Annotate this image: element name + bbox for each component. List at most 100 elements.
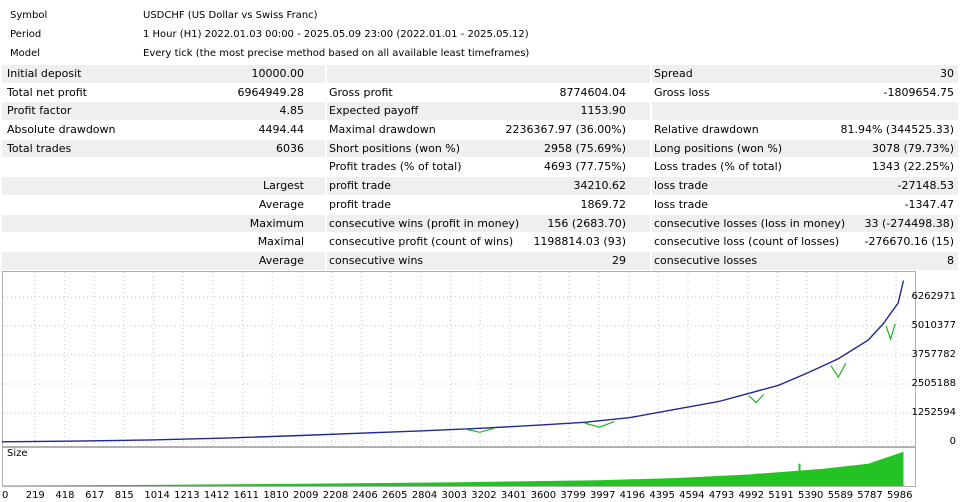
column-divider bbox=[325, 214, 327, 233]
x-tick-label: 5986 bbox=[886, 490, 913, 501]
stats-cell-c3: Gross profit bbox=[329, 85, 393, 99]
stats-cell-c3: Expected payoff bbox=[329, 104, 419, 118]
column-divider bbox=[650, 251, 652, 270]
equity-dip bbox=[748, 394, 765, 404]
stats-cell-c6: -1809654.75 bbox=[883, 85, 954, 99]
y-tick-label: 0 bbox=[949, 436, 956, 447]
equity-dip bbox=[584, 421, 615, 428]
x-tick-label: 2009 bbox=[293, 490, 319, 501]
stats-cell-c5: Long positions (won %) bbox=[654, 141, 783, 155]
column-divider bbox=[325, 177, 327, 195]
x-tick-label: 4196 bbox=[619, 490, 646, 501]
stats-row: Average consecutive wins 29 consecutive los… bbox=[0, 251, 960, 271]
size-spike bbox=[756, 473, 759, 486]
stats-cell-c6: -27148.53 bbox=[897, 179, 954, 193]
model-value: Every tick (the most precise method base… bbox=[143, 48, 530, 59]
stats-cell-c5: consecutive losses bbox=[654, 253, 758, 267]
report-header: Symbol USDCHF (US Dollar vs Swiss Franc)… bbox=[0, 0, 960, 64]
x-tick-label: 815 bbox=[114, 490, 134, 501]
stats-cell-c3: profit trade bbox=[329, 179, 392, 193]
x-tick-label: 2605 bbox=[382, 490, 408, 501]
x-tick-label: 0 bbox=[2, 490, 9, 501]
stats-cell-c6: 1343 (22.25%) bbox=[871, 160, 954, 174]
y-tick-label: 3757782 bbox=[911, 349, 956, 360]
period-value: 1 Hour (H1) 2022.01.03 00:00 - 2025.05.0… bbox=[143, 29, 529, 40]
size-chart-svg bbox=[2, 447, 916, 487]
x-tick-label: 3997 bbox=[589, 490, 616, 501]
balance-chart bbox=[2, 271, 916, 447]
y-axis: 6262971 5010377 3757782 2505188 1252594 0 bbox=[911, 271, 960, 447]
stats-cell-c5: consecutive losses (loss in money) bbox=[654, 216, 846, 230]
x-tick-label: 1412 bbox=[203, 490, 230, 501]
x-tick-label: 3600 bbox=[530, 490, 557, 501]
stats-row: Initial deposit 10000.00 Spread 30 bbox=[0, 65, 960, 84]
x-tick-label: 219 bbox=[25, 490, 45, 501]
stats-cell-c4: 4693 (77.75%) bbox=[543, 160, 626, 174]
x-tick-label: 5589 bbox=[827, 490, 854, 501]
stats-row: Maximal consecutive profit (count of wins… bbox=[0, 233, 960, 252]
period-label: Period bbox=[10, 29, 42, 40]
stats-cell-c5: loss trade bbox=[654, 197, 709, 211]
stats-cell-c2: Average bbox=[258, 197, 304, 211]
x-tick-label: 2804 bbox=[411, 490, 438, 501]
stats-cell-c2: 6036 bbox=[276, 141, 304, 155]
stats-row: Average profit trade 1869.72 loss trade -134… bbox=[0, 196, 960, 215]
stats-table: Initial deposit 10000.00 Spread 30 Total net… bbox=[0, 65, 960, 271]
size-label: Size bbox=[7, 448, 28, 459]
x-tick-label: 1611 bbox=[233, 490, 260, 501]
column-divider bbox=[325, 139, 327, 158]
x-tick-label: 5191 bbox=[768, 490, 794, 501]
stats-cell-c1: Initial deposit bbox=[7, 67, 82, 80]
column-divider bbox=[650, 102, 652, 121]
stats-cell-c3: Short positions (won %) bbox=[329, 141, 461, 155]
stats-cell-c5: Gross loss bbox=[654, 85, 710, 99]
stats-cell-c4: 8774604.04 bbox=[559, 85, 626, 99]
chart-frame bbox=[2, 271, 916, 447]
stats-row: Total trades 6036 Short positions (won %) 2… bbox=[0, 139, 960, 159]
y-tick-label: 6262971 bbox=[911, 291, 956, 302]
x-tick-label: 3401 bbox=[500, 490, 527, 501]
x-tick-label: 418 bbox=[55, 490, 75, 501]
stats-cell-c3: Maximal drawdown bbox=[329, 123, 436, 137]
stats-row: Profit factor 4.85 Expected payoff 1153.90 bbox=[0, 102, 960, 121]
model-row: Model Every tick (the most precise metho… bbox=[0, 45, 960, 63]
x-tick-label: 1810 bbox=[263, 490, 289, 501]
size-area bbox=[2, 451, 904, 486]
stats-cell-c5: Loss trades (% of total) bbox=[654, 160, 782, 174]
column-divider bbox=[325, 102, 327, 121]
stats-cell-c2: 4494.44 bbox=[258, 123, 305, 137]
stats-cell-c6: 30 bbox=[940, 67, 954, 80]
stats-cell-c2: Largest bbox=[263, 179, 304, 193]
y-tick-label: 2505188 bbox=[911, 378, 956, 389]
stats-row: Largest profit trade 34210.62 loss trade -27… bbox=[0, 177, 960, 196]
x-tick-label: 3202 bbox=[471, 490, 497, 501]
stats-cell-c3: consecutive profit (count of wins) bbox=[329, 235, 514, 249]
stats-cell-c4: 29 bbox=[612, 253, 626, 267]
y-tick-label: 1252594 bbox=[911, 407, 956, 418]
column-divider bbox=[325, 251, 327, 270]
column-divider bbox=[650, 139, 652, 158]
stats-cell-c6: 81.94% (344525.33) bbox=[840, 123, 954, 137]
balance-line bbox=[2, 280, 905, 443]
stats-cell-c1: Total trades bbox=[7, 141, 72, 155]
stats-cell-c2: 6964949.28 bbox=[237, 85, 304, 99]
stats-cell-c5: Spread bbox=[654, 67, 693, 80]
stats-cell-c6: -276670.16 (15) bbox=[864, 235, 954, 249]
x-tick-label: 4594 bbox=[679, 490, 705, 501]
stats-row: Total net profit 6964949.28 Gross profit 87… bbox=[0, 84, 960, 103]
stats-cell-c3: consecutive wins (profit in money) bbox=[329, 216, 520, 230]
stats-cell-c4: 1869.72 bbox=[580, 197, 627, 211]
y-tick-label: 5010377 bbox=[911, 320, 956, 331]
x-tick-label: 2208 bbox=[322, 490, 349, 501]
equity-dip bbox=[830, 363, 847, 379]
column-divider bbox=[650, 177, 652, 195]
stats-cell-c4: 2236367.97 (36.00%) bbox=[505, 123, 626, 137]
stats-cell-c1: Total net profit bbox=[7, 85, 87, 99]
period-row: Period 1 Hour (H1) 2022.01.03 00:00 - 20… bbox=[0, 26, 960, 44]
x-tick-label: 3003 bbox=[441, 490, 467, 501]
x-tick-label: 1213 bbox=[174, 490, 200, 501]
stats-row: Maximum consecutive wins (profit in money… bbox=[0, 214, 960, 234]
stats-cell-c5: Relative drawdown bbox=[654, 123, 759, 137]
stats-cell-c4: 1198814.03 (93) bbox=[533, 235, 626, 249]
stats-cell-c6: 3078 (79.73%) bbox=[871, 141, 954, 155]
